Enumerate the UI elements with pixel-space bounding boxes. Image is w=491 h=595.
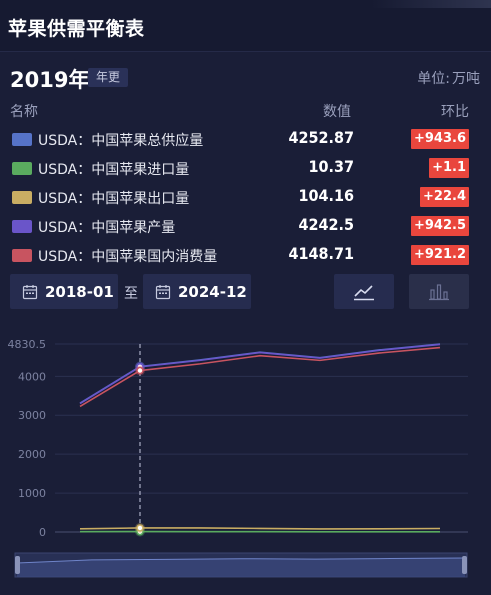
column-header-value: 数值 — [323, 104, 351, 120]
y-tick-label: 4000 — [18, 370, 46, 383]
end-date-picker[interactable]: 2024-12 — [143, 274, 251, 309]
header-decoration — [371, 0, 491, 8]
series-line — [79, 346, 441, 408]
table-row[interactable]: USDA：中国苹果出口量 104.16 +22.4 — [10, 184, 469, 213]
calendar-icon — [22, 284, 38, 299]
series-color-swatch — [12, 220, 32, 233]
change-badge: +942.5 — [410, 216, 469, 236]
period-tag: 年更 — [88, 68, 129, 87]
series-name: USDA：中国苹果总供应量 — [38, 133, 204, 149]
calendar-icon — [155, 284, 171, 299]
zoom-handle-left[interactable] — [15, 556, 20, 574]
line-chart-icon — [354, 284, 374, 300]
change-badge: +921.2 — [410, 245, 469, 265]
trend-line-chart[interactable]: 0 1000 2000 3000 4000 4830.5 — [0, 320, 491, 595]
data-point[interactable] — [136, 366, 144, 375]
title-bar: 苹果供需平衡表 — [0, 0, 491, 52]
y-tick-label: 3000 — [18, 409, 46, 422]
page-title: 苹果供需平衡表 — [8, 18, 145, 40]
series-value: 104.16 — [298, 186, 354, 205]
start-date-value: 2018-01 — [45, 282, 114, 301]
end-date-value: 2024-12 — [178, 282, 247, 301]
zoom-handle-right[interactable] — [462, 556, 467, 574]
table-row[interactable]: USDA：中国苹果国内消费量 4148.71 +921.2 — [10, 242, 469, 271]
series-color-swatch — [12, 191, 32, 204]
zoom-slider-preview — [17, 558, 465, 577]
column-header-change: 环比 — [441, 104, 469, 120]
table-row[interactable]: USDA：中国苹果进口量 10.37 +1.1 — [10, 155, 469, 184]
date-separator: 至 — [124, 286, 138, 302]
summary-header: 2019年 年更 单位: 万吨 — [10, 64, 480, 92]
date-range-bar: 2018-01 至 2024-12 — [10, 274, 469, 309]
y-tick-label: 4830.5 — [8, 338, 47, 351]
line-chart-button[interactable] — [334, 274, 394, 309]
series-name: USDA：中国苹果国内消费量 — [38, 249, 218, 265]
zoom-slider-preview-line — [16, 557, 466, 564]
series-color-swatch — [12, 133, 32, 146]
bar-chart-button[interactable] — [409, 274, 469, 309]
y-tick-label: 1000 — [18, 487, 46, 500]
change-badge: +1.1 — [429, 158, 469, 178]
unit-label: 单位: 万吨 — [417, 68, 480, 88]
series-name: USDA：中国苹果进口量 — [38, 162, 190, 178]
unit-value: 万吨 — [452, 71, 480, 87]
data-point[interactable] — [136, 524, 144, 532]
series-value: 4252.87 — [288, 128, 354, 147]
series-value: 4242.5 — [298, 215, 354, 234]
series-color-swatch — [12, 162, 32, 175]
table-row[interactable]: USDA：中国苹果总供应量 4252.87 +943.6 — [10, 126, 469, 155]
bar-chart-icon — [429, 283, 449, 300]
unit-prefix: 单位: — [417, 71, 450, 87]
series-line — [79, 527, 441, 530]
start-date-picker[interactable]: 2018-01 — [10, 274, 118, 309]
series-name: USDA：中国苹果产量 — [38, 220, 176, 236]
column-header-name: 名称 — [10, 104, 38, 120]
series-color-swatch — [12, 249, 32, 262]
y-tick-label: 2000 — [18, 448, 46, 461]
series-value: 10.37 — [308, 157, 354, 176]
change-badge: +22.4 — [420, 187, 469, 207]
table-row[interactable]: USDA：中国苹果产量 4242.5 +942.5 — [10, 213, 469, 242]
y-tick-label: 0 — [39, 526, 46, 539]
change-badge: +943.6 — [410, 129, 469, 149]
series-name: USDA：中国苹果出口量 — [38, 191, 190, 207]
data-table: USDA：中国苹果总供应量 4252.87 +943.6 USDA：中国苹果进口… — [10, 126, 469, 271]
series-value: 4148.71 — [288, 244, 354, 263]
table-header: 名称 数值 环比 — [10, 101, 469, 120]
year-label: 2019年 — [10, 68, 90, 92]
